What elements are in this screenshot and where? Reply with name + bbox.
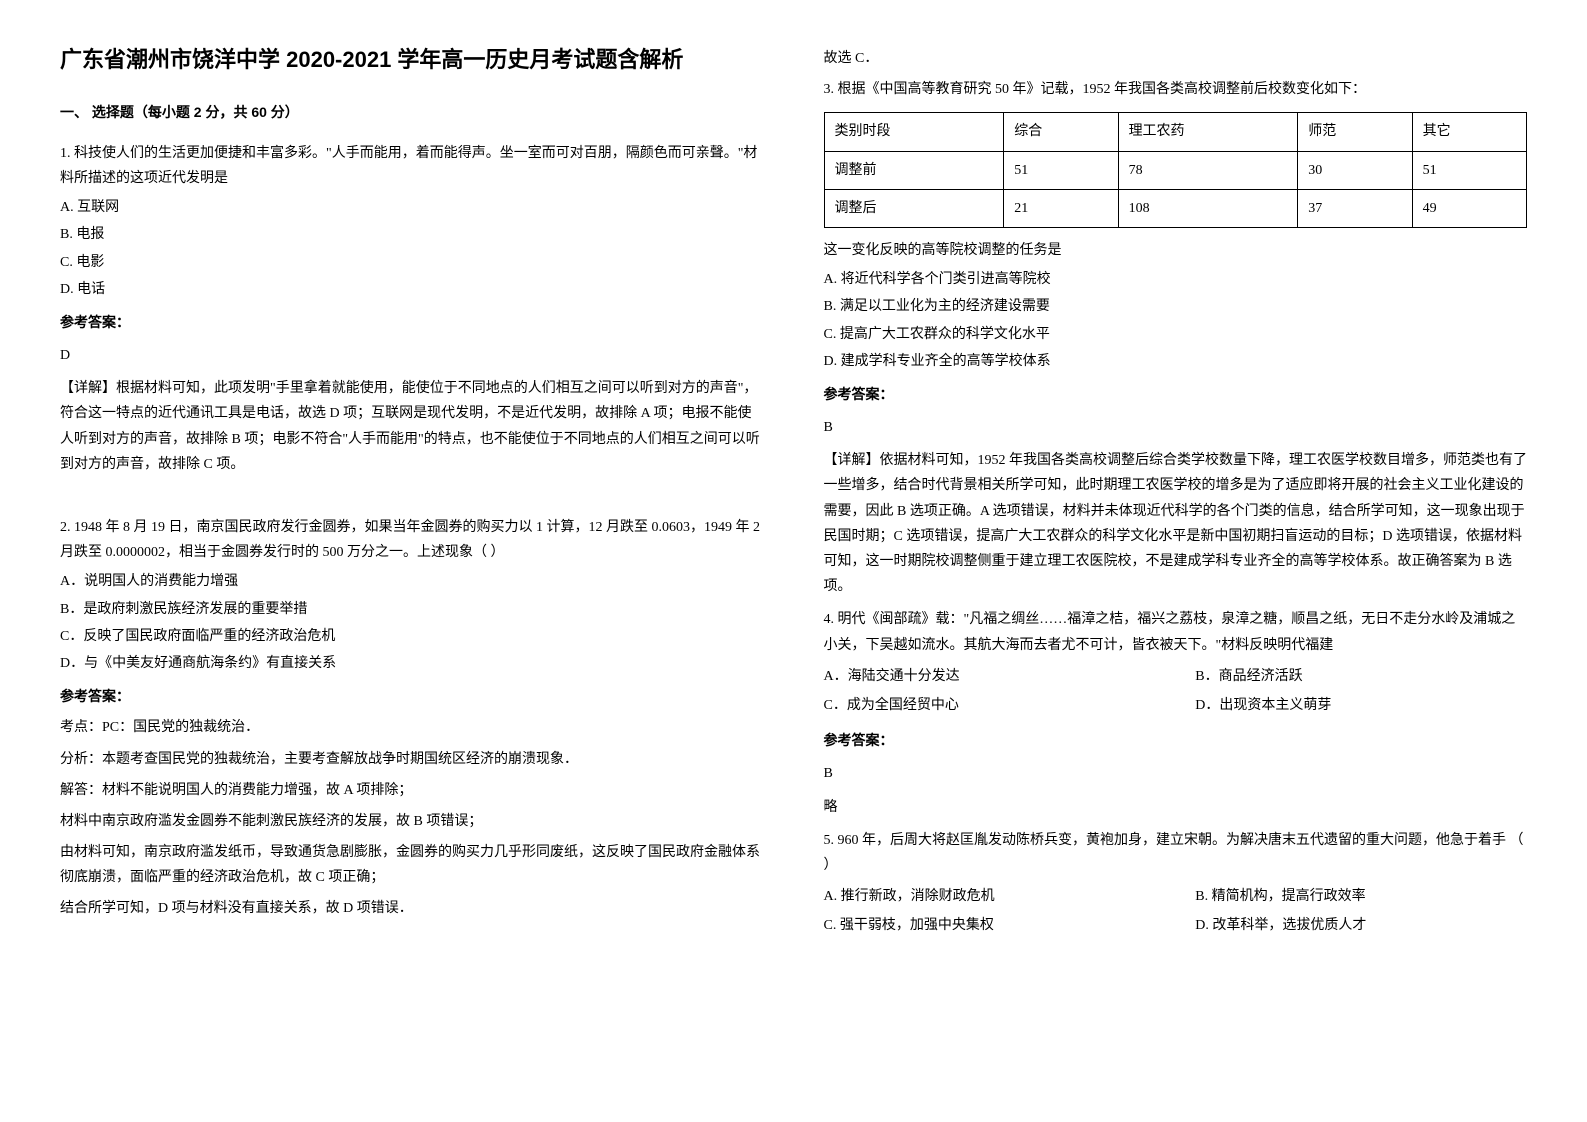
table-cell: 21 [1004,189,1118,227]
explanation: 【详解】根据材料可知，此项发明"手里拿着就能使用，能使位于不同地点的人们相互之间… [60,376,764,477]
option-c: C．成为全国经贸中心 [824,693,1156,718]
option-d: D. 改革科举，选拔优质人才 [1195,913,1527,938]
fenxi: 分析：本题考查国民党的独裁统治，主要考查解放战争时期国统区经济的崩溃现象． [60,747,764,772]
q3-table: 类别时段 综合 理工农药 师范 其它 调整前 51 78 30 51 调整后 2… [824,112,1528,228]
jieda-1: 解答：材料不能说明国人的消费能力增强，故 A 项排除； [60,778,764,803]
question-5: 5. 960 年，后周大将赵匡胤发动陈桥兵变，黄袍加身，建立宋朝。为解决唐末五代… [824,828,1528,941]
jieda-3: 由材料可知，南京政府滥发纸币，导致通货急剧膨胀，金圆券的购买力几乎形同废纸，这反… [60,840,764,890]
option-c: C. 强干弱枝，加强中央集权 [824,913,1156,938]
answer: B [824,415,1528,440]
table-cell: 51 [1412,151,1526,189]
explanation: 略 [824,795,1528,820]
answer: D [60,343,764,368]
left-column: 广东省潮州市饶洋中学 2020-2021 学年高一历史月考试题含解析 一、 选择… [60,40,764,948]
kaodian: 考点：PC：国民党的独裁统治． [60,715,764,740]
answer: B [824,761,1528,786]
option-b: B. 满足以工业化为主的经济建设需要 [824,294,1528,319]
option-a: A. 推行新政，消除财政危机 [824,884,1156,909]
option-a: A. 互联网 [60,195,764,220]
table-row: 调整后 21 108 37 49 [824,189,1527,227]
option-a: A．说明国人的消费能力增强 [60,569,764,594]
table-cell: 30 [1298,151,1412,189]
page-container: 广东省潮州市饶洋中学 2020-2021 学年高一历史月考试题含解析 一、 选择… [60,40,1527,948]
question-text: 4. 明代《闽部疏》载："凡福之绸丝……福漳之桔，福兴之荔枝，泉漳之糖，顺昌之纸… [824,607,1528,657]
option-c: C. 提高广大工农群众的科学文化水平 [824,322,1528,347]
question-2: 2. 1948 年 8 月 19 日，南京国民政府发行金圆券，如果当年金圆券的购… [60,515,764,922]
jieda-2: 材料中南京政府滥发金圆券不能刺激民族经济的发展，故 B 项错误； [60,809,764,834]
option-row: A．海陆交通十分发达 B．商品经济活跃 [824,662,1528,691]
question-text: 1. 科技使人们的生活更加便捷和丰富多彩。"人手而能用，着而能得声。坐一室而可对… [60,141,764,191]
table-row: 调整前 51 78 30 51 [824,151,1527,189]
table-cell: 51 [1004,151,1118,189]
table-cell: 调整后 [824,189,1004,227]
table-header-row: 类别时段 综合 理工农药 师范 其它 [824,113,1527,151]
question-1: 1. 科技使人们的生活更加便捷和丰富多彩。"人手而能用，着而能得声。坐一室而可对… [60,141,764,477]
spacer [60,485,764,515]
table-header-cell: 其它 [1412,113,1526,151]
option-c: C. 电影 [60,250,764,275]
option-row: C. 强干弱枝，加强中央集权 D. 改革科举，选拔优质人才 [824,911,1528,940]
table-header-cell: 师范 [1298,113,1412,151]
option-c: C．反映了国民政府面临严重的经济政治危机 [60,624,764,649]
question-3: 3. 根据《中国高等教育研究 50 年》记载，1952 年我国各类高校调整前后校… [824,77,1528,599]
table-cell: 调整前 [824,151,1004,189]
answer-label: 参考答案： [824,728,1528,753]
answer-label: 参考答案： [60,310,764,335]
right-column: 故选 C． 3. 根据《中国高等教育研究 50 年》记载，1952 年我国各类高… [824,40,1528,948]
question-text: 3. 根据《中国高等教育研究 50 年》记载，1952 年我国各类高校调整前后校… [824,77,1528,102]
table-cell: 78 [1118,151,1298,189]
question-4: 4. 明代《闽部疏》载："凡福之绸丝……福漳之桔，福兴之荔枝，泉漳之糖，顺昌之纸… [824,607,1528,819]
q2-guxuan: 故选 C． [824,46,1528,71]
table-cell: 108 [1118,189,1298,227]
jieda-4: 结合所学可知，D 项与材料没有直接关系，故 D 项错误． [60,896,764,921]
answer-label: 参考答案： [60,684,764,709]
table-header-cell: 综合 [1004,113,1118,151]
question-text: 2. 1948 年 8 月 19 日，南京国民政府发行金圆券，如果当年金圆券的购… [60,515,764,565]
table-cell: 49 [1412,189,1526,227]
option-row: A. 推行新政，消除财政危机 B. 精简机构，提高行政效率 [824,882,1528,911]
question-text: 5. 960 年，后周大将赵匡胤发动陈桥兵变，黄袍加身，建立宋朝。为解决唐末五代… [824,828,1528,878]
exam-title: 广东省潮州市饶洋中学 2020-2021 学年高一历史月考试题含解析 [60,40,764,80]
option-b: B. 电报 [60,222,764,247]
question-text-2: 这一变化反映的高等院校调整的任务是 [824,238,1528,263]
answer-label: 参考答案： [824,382,1528,407]
table-header-cell: 类别时段 [824,113,1004,151]
option-d: D．出现资本主义萌芽 [1195,693,1527,718]
option-a: A. 将近代科学各个门类引进高等院校 [824,267,1528,292]
option-row: C．成为全国经贸中心 D．出现资本主义萌芽 [824,691,1528,720]
option-b: B. 精简机构，提高行政效率 [1195,884,1527,909]
option-a: A．海陆交通十分发达 [824,664,1156,689]
option-b: B．是政府刺激民族经济发展的重要举措 [60,597,764,622]
table-header-cell: 理工农药 [1118,113,1298,151]
option-d: D．与《中美友好通商航海条约》有直接关系 [60,651,764,676]
section-1-header: 一、 选择题（每小题 2 分，共 60 分） [60,100,764,125]
option-b: B．商品经济活跃 [1195,664,1527,689]
option-d: D. 建成学科专业齐全的高等学校体系 [824,349,1528,374]
explanation: 【详解】依据材料可知，1952 年我国各类高校调整后综合类学校数量下降，理工农医… [824,448,1528,599]
option-d: D. 电话 [60,277,764,302]
table-cell: 37 [1298,189,1412,227]
